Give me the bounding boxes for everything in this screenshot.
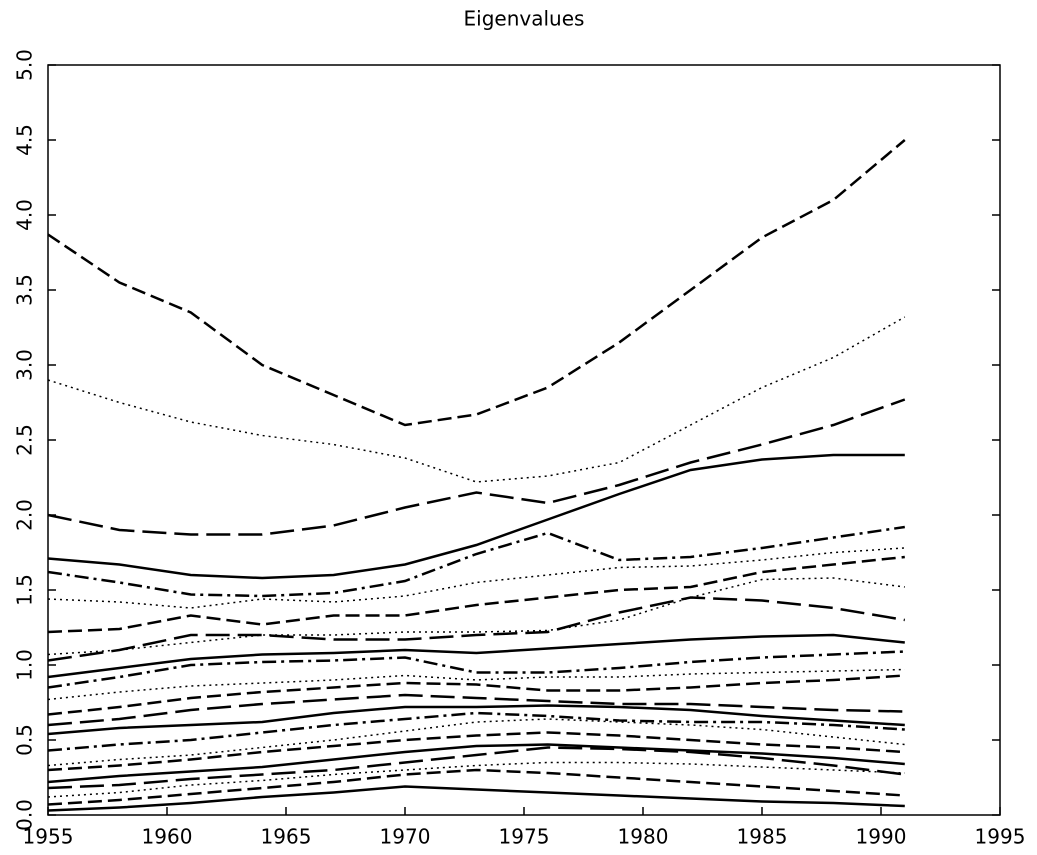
y-tick-label: 4.0 <box>13 199 37 231</box>
plot-frame <box>47 64 1001 816</box>
series-line <box>47 711 905 752</box>
x-tick-label: 1960 <box>142 825 193 849</box>
series-line <box>47 547 905 609</box>
series-line <box>47 693 905 727</box>
y-tick-label: 2.0 <box>13 499 37 531</box>
series-line <box>47 650 905 689</box>
series-line <box>47 768 905 806</box>
y-tick-label: 5.0 <box>13 49 37 81</box>
x-tick-label: 1965 <box>261 825 312 849</box>
series-line <box>47 761 905 798</box>
series-line <box>47 453 905 580</box>
series-line <box>47 555 905 634</box>
x-tick-label: 1955 <box>23 825 74 849</box>
series-line <box>47 316 906 483</box>
y-tick-label: 1.0 <box>13 649 37 681</box>
series-line <box>47 743 905 784</box>
x-tick-label: 1980 <box>618 825 669 849</box>
y-tick-label: 0.5 <box>13 724 37 756</box>
series-line <box>47 139 906 427</box>
series-line <box>47 525 905 598</box>
x-tick-label: 1990 <box>856 825 907 849</box>
y-tick-label: 1.5 <box>13 574 37 606</box>
series-line <box>47 633 905 679</box>
series-line <box>47 704 905 736</box>
series-line <box>47 596 906 662</box>
series-line <box>47 668 905 701</box>
series-line <box>47 577 905 656</box>
x-tick-label: 1995 <box>975 825 1026 849</box>
x-tick-label: 1970 <box>380 825 431 849</box>
series-line <box>47 674 905 716</box>
x-tick-label: 1985 <box>737 825 788 849</box>
series-line <box>47 398 906 536</box>
series-line <box>47 746 905 790</box>
x-tick-label: 1975 <box>499 825 550 849</box>
y-tick-label: 4.5 <box>13 124 37 156</box>
y-tick-label: 0.0 <box>13 799 37 831</box>
y-tick-label: 3.5 <box>13 274 37 306</box>
series-line <box>47 731 905 772</box>
series-line <box>47 785 905 812</box>
y-tick-label: 2.5 <box>13 424 37 456</box>
y-tick-label: 3.0 <box>13 349 37 381</box>
chart-title: Eigenvalues <box>464 7 585 31</box>
